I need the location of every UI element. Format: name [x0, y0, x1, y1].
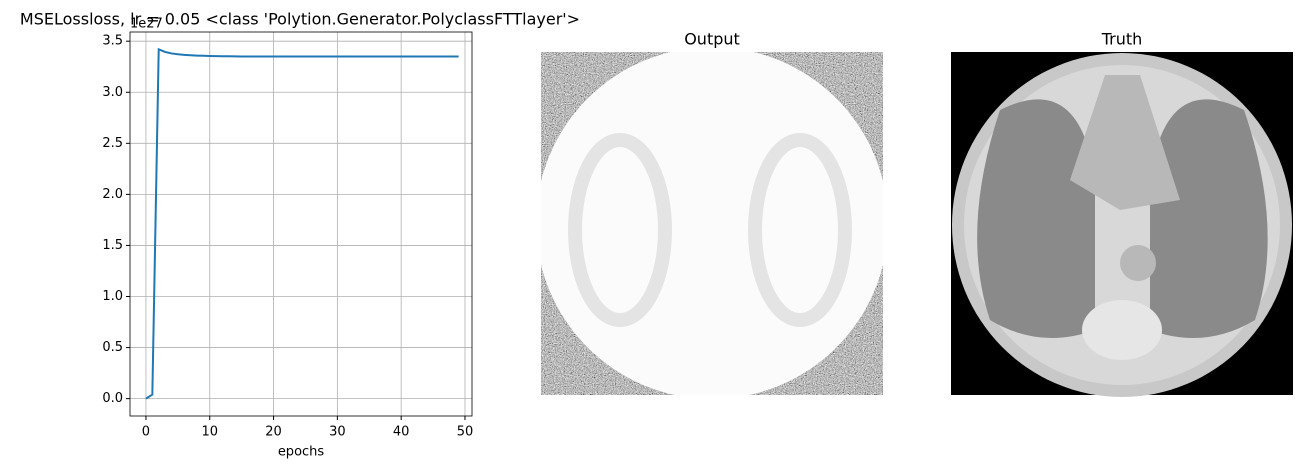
plot-frame	[129, 31, 473, 417]
x-axis-label: epochs	[278, 445, 325, 460]
y-tick-label: 2.0	[102, 187, 123, 202]
x-tick-label: 50	[457, 425, 474, 440]
truth-image	[951, 52, 1293, 397]
y-tick-label: 0.0	[102, 391, 123, 406]
y-tick-label: 3.5	[102, 34, 123, 49]
x-tick-label: 10	[201, 425, 218, 440]
x-tick-label: 0	[142, 425, 150, 440]
output-image	[541, 52, 883, 395]
chart-title: MSELossloss, lr = 0.05 <class 'Polytion.…	[20, 10, 580, 29]
y-tick-label: 0.5	[102, 340, 123, 355]
line-series	[145, 47, 459, 400]
image-title: Truth	[1101, 30, 1143, 49]
x-tick-label: 20	[265, 425, 282, 440]
x-tick-label: 40	[393, 425, 410, 440]
y-tick-label: 1.5	[102, 238, 123, 253]
y-tick-label: 3.0	[102, 85, 123, 100]
y-tick-label: 2.5	[102, 136, 123, 151]
image-title: Output	[684, 30, 740, 49]
y-tick-label: 1.0	[102, 289, 123, 304]
offset-label: 1e27	[130, 17, 163, 32]
x-tick-label: 30	[329, 425, 346, 440]
